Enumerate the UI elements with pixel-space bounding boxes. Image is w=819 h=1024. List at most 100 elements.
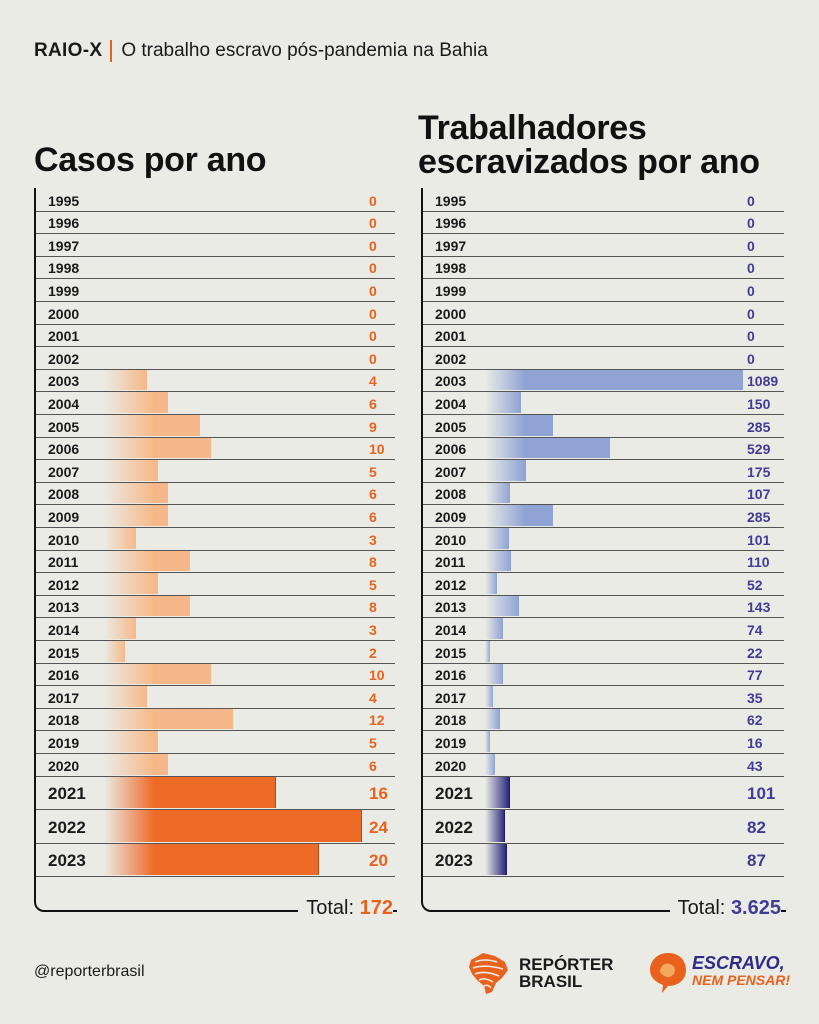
escravo-nem-pensar-logo: ESCRAVO, NEM PENSAR! bbox=[648, 950, 790, 994]
social-handle: @reporterbrasil bbox=[34, 963, 145, 980]
chart-row-2014: 2014 3 bbox=[36, 617, 395, 641]
data-label-2004: 6 bbox=[369, 395, 377, 412]
tick-label-1998: 1998 bbox=[435, 260, 467, 277]
tick-label-2007: 2007 bbox=[435, 463, 467, 480]
data-label-2022: 82 bbox=[747, 817, 766, 837]
chart-row-2009: 2009 6 bbox=[36, 504, 395, 528]
tick-label-2015: 2015 bbox=[48, 644, 80, 661]
bar-2005 bbox=[485, 415, 553, 436]
data-label-2015: 2 bbox=[369, 644, 377, 661]
tick-label-1995: 1995 bbox=[48, 192, 80, 209]
tick-label-1998: 1998 bbox=[48, 260, 80, 277]
tick-label-2022: 2022 bbox=[48, 817, 86, 837]
brazil-map-icon bbox=[469, 953, 508, 994]
chart-row-2020: 2020 6 bbox=[36, 753, 395, 777]
tick-label-2006: 2006 bbox=[48, 441, 80, 458]
tick-label-2004: 2004 bbox=[48, 395, 80, 412]
data-label-1998: 0 bbox=[369, 260, 377, 277]
header-subtitle: O trabalho escravo pós-pandemia na Bahia bbox=[121, 40, 488, 61]
chart-row-1996: 1996 0 bbox=[36, 211, 395, 235]
chart-row-2003: 2003 1089 bbox=[423, 369, 784, 393]
tick-label-2012: 2012 bbox=[48, 576, 80, 593]
chart-row-2023: 2023 20 bbox=[36, 843, 395, 878]
tick-label-1996: 1996 bbox=[435, 215, 467, 232]
escravo-nem-pensar-text: ESCRAVO, NEM PENSAR! bbox=[692, 953, 791, 989]
data-label-2018: 62 bbox=[747, 712, 763, 729]
data-label-2022: 24 bbox=[369, 817, 388, 837]
bar-2019 bbox=[104, 731, 158, 752]
data-label-2008: 107 bbox=[747, 486, 771, 503]
data-label-2009: 285 bbox=[747, 508, 771, 525]
bar-2023 bbox=[485, 843, 507, 876]
bar-2012 bbox=[485, 573, 498, 594]
bar-2009 bbox=[485, 505, 553, 526]
chart-row-1995: 1995 0 bbox=[423, 188, 784, 212]
tick-label-2014: 2014 bbox=[48, 621, 80, 638]
tick-label-2000: 2000 bbox=[48, 305, 80, 322]
bar-2021 bbox=[485, 776, 510, 809]
chart-row-2005: 2005 285 bbox=[423, 414, 784, 438]
chart-row-1997: 1997 0 bbox=[36, 233, 395, 257]
data-label-1996: 0 bbox=[747, 215, 755, 232]
bar-2015 bbox=[104, 641, 126, 662]
data-label-2008: 6 bbox=[369, 486, 377, 503]
bar-2010 bbox=[104, 528, 137, 549]
bar-2004 bbox=[104, 392, 169, 413]
data-label-2011: 110 bbox=[747, 554, 770, 571]
tick-label-2008: 2008 bbox=[48, 486, 80, 503]
chart-row-2018: 2018 12 bbox=[36, 708, 395, 732]
data-label-1998: 0 bbox=[747, 260, 755, 277]
tick-label-2016: 2016 bbox=[435, 667, 467, 684]
bar-2013 bbox=[485, 595, 519, 617]
data-label-2003: 4 bbox=[369, 373, 377, 390]
page-header: RAIO-X O trabalho escravo pós-pandemia n… bbox=[34, 40, 488, 62]
data-label-1995: 0 bbox=[747, 192, 755, 209]
cases-chart-frame bbox=[34, 188, 397, 912]
chart-row-2021: 2021 16 bbox=[36, 776, 395, 811]
chart-title-cases: Casos por ano bbox=[34, 141, 267, 179]
data-label-1999: 0 bbox=[369, 282, 377, 299]
chart-row-2000: 2000 0 bbox=[36, 301, 395, 325]
bar-2007 bbox=[485, 460, 527, 481]
workers-chart-frame bbox=[421, 188, 786, 912]
bar-2014 bbox=[104, 618, 137, 639]
speech-bubble-icon bbox=[650, 953, 686, 993]
bar-2006 bbox=[485, 437, 611, 459]
tick-label-2001: 2001 bbox=[48, 328, 80, 345]
tick-label-2013: 2013 bbox=[48, 599, 80, 616]
tick-label-2006: 2006 bbox=[435, 441, 467, 458]
bar-2023 bbox=[104, 843, 320, 876]
bar-2021 bbox=[104, 776, 277, 809]
logo2-line2: NEM PENSAR! bbox=[692, 972, 791, 988]
tick-label-2009: 2009 bbox=[48, 508, 80, 525]
tick-label-2005: 2005 bbox=[435, 418, 467, 435]
data-label-2004: 150 bbox=[747, 395, 771, 412]
bar-2014 bbox=[485, 618, 503, 639]
tick-label-2011: 2011 bbox=[48, 554, 79, 571]
data-label-2014: 74 bbox=[747, 621, 763, 638]
data-label-2003: 1089 bbox=[747, 373, 779, 390]
chart-row-2012: 2012 52 bbox=[423, 572, 784, 596]
reporter-brasil-text: REPÓRTER BRASIL bbox=[519, 956, 613, 990]
chart-row-2011: 2011 110 bbox=[423, 550, 784, 574]
tick-label-1997: 1997 bbox=[48, 237, 80, 254]
logo1-line1: REPÓRTER bbox=[519, 955, 614, 974]
data-label-2016: 77 bbox=[747, 667, 763, 684]
cases-total-label: Total: bbox=[306, 897, 355, 919]
logo2-line1: ESCRAVO, bbox=[692, 953, 785, 973]
data-label-2006: 529 bbox=[747, 441, 771, 458]
data-label-2013: 8 bbox=[369, 599, 377, 616]
data-label-2014: 3 bbox=[369, 621, 377, 638]
tick-label-2013: 2013 bbox=[435, 599, 467, 616]
tick-label-2017: 2017 bbox=[48, 689, 80, 706]
bar-2011 bbox=[104, 550, 190, 572]
chart-row-2008: 2008 6 bbox=[36, 482, 395, 506]
bar-2017 bbox=[485, 686, 494, 707]
chart-row-1997: 1997 0 bbox=[423, 233, 784, 257]
tick-label-1995: 1995 bbox=[435, 192, 467, 209]
chart-row-2023: 2023 87 bbox=[423, 843, 784, 878]
chart-row-1998: 1998 0 bbox=[423, 256, 784, 280]
bar-2005 bbox=[104, 415, 201, 436]
cases-total-value: 172 bbox=[359, 897, 393, 919]
chart-row-2014: 2014 74 bbox=[423, 617, 784, 641]
